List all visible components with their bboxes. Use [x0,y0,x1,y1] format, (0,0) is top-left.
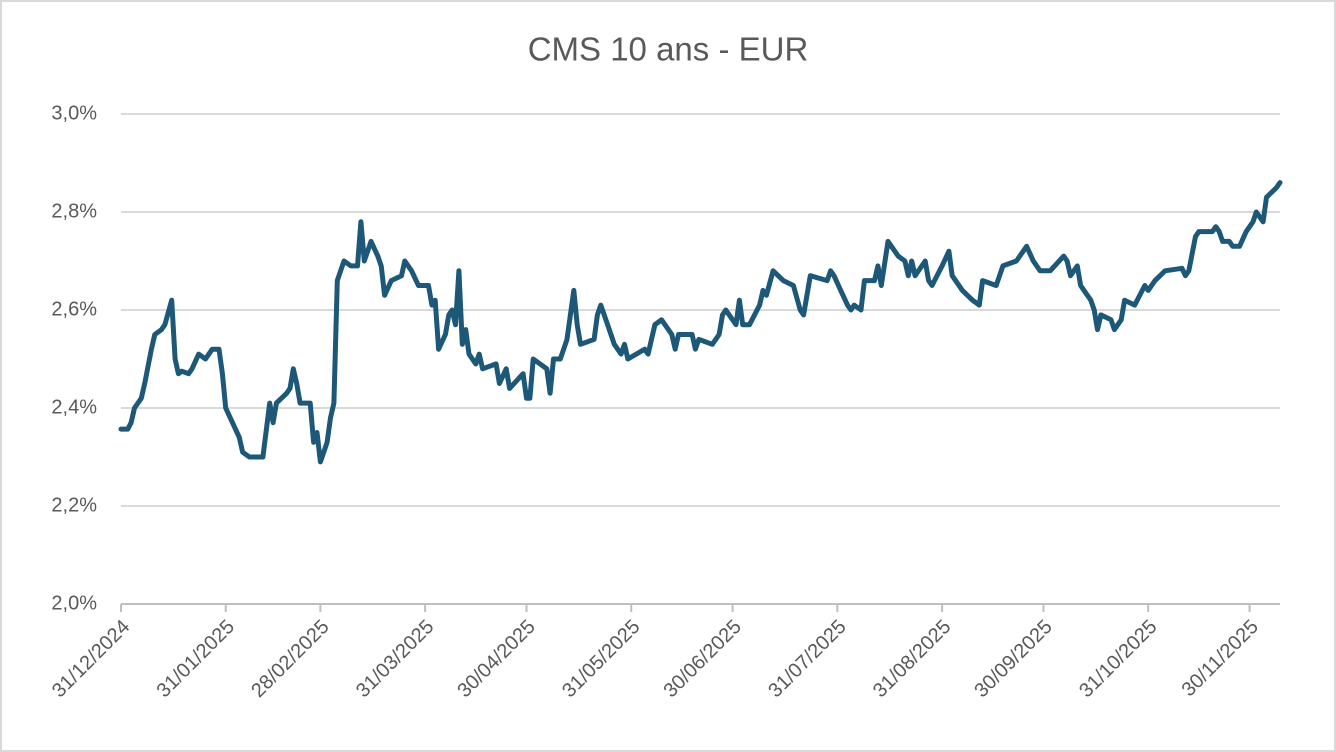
y-tick-label: 2,6% [51,298,97,320]
y-tick-label: 2,8% [51,200,97,222]
y-tick-label: 2,0% [51,592,97,614]
chart-title: CMS 10 ans - EUR [528,31,809,68]
y-tick-label: 2,2% [51,494,97,516]
y-tick-label: 2,4% [51,396,97,418]
data-line [118,180,1283,465]
y-tick-label: 3,0% [51,102,97,124]
